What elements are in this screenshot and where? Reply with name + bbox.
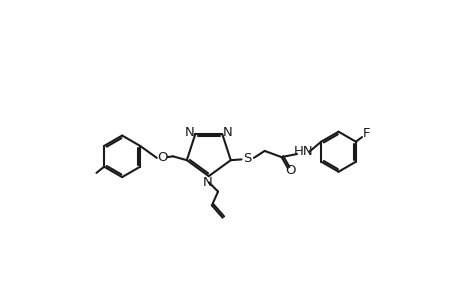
Text: O: O: [157, 152, 167, 164]
Text: HN: HN: [293, 145, 313, 158]
Text: S: S: [243, 152, 252, 165]
Text: O: O: [285, 164, 296, 178]
Text: N: N: [223, 125, 232, 139]
Text: N: N: [185, 125, 194, 139]
Text: N: N: [203, 176, 213, 189]
Text: F: F: [362, 127, 369, 140]
